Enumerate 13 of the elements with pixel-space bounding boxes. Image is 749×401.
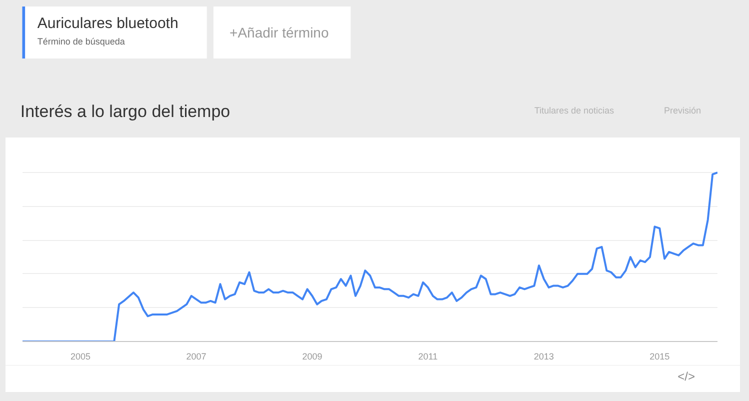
text: Auriculares bluetooth xyxy=(37,15,178,32)
x-tick-label: 2011 xyxy=(418,352,438,362)
x-tick-label: 2013 xyxy=(534,352,554,362)
text: Previsión xyxy=(664,106,702,116)
text: +Añadir término xyxy=(230,24,329,40)
x-tick-label: 2007 xyxy=(186,352,206,362)
text: Titulares de noticias xyxy=(534,106,615,116)
x-tick-label: 2005 xyxy=(70,352,91,362)
x-tick-label: 2009 xyxy=(302,352,322,362)
x-tick-label: 2015 xyxy=(650,352,670,362)
chart-title: Interés a lo largo del tiempo xyxy=(20,102,230,121)
text: Término de búsqueda xyxy=(37,36,125,46)
text: </> xyxy=(678,370,695,384)
